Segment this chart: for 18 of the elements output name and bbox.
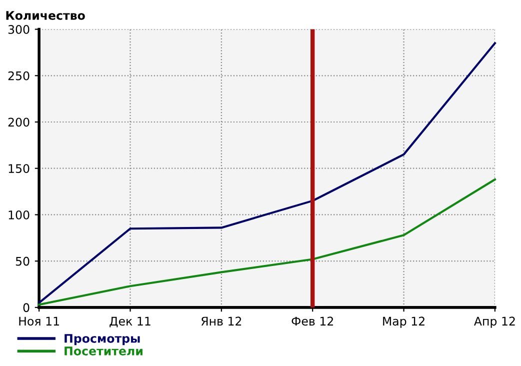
y-tick-label: 250 <box>8 71 30 80</box>
y-tick-label: 300 <box>8 25 30 34</box>
y-axis-title: Количество <box>6 11 85 20</box>
y-tick-label: 150 <box>8 164 30 174</box>
x-tick-label: Ноя 11 <box>19 316 59 326</box>
y-tick-label: 100 <box>8 210 30 220</box>
line-series <box>38 178 496 306</box>
legend-label: Посетители <box>64 346 142 356</box>
x-tick-label: Мар 12 <box>383 316 424 328</box>
x-tick-label: Апр 12 <box>474 316 515 328</box>
x-tick-label: Дек 11 <box>110 316 150 328</box>
x-tick-label: Фев 12 <box>292 316 333 326</box>
y-tick-label: 50 <box>16 256 30 266</box>
line-series <box>38 42 496 304</box>
x-tick-label: Янв 12 <box>201 316 242 326</box>
legend-label: Просмотры <box>64 334 140 346</box>
y-tick-label: 0 <box>23 303 30 312</box>
y-tick-label: 200 <box>8 118 30 127</box>
